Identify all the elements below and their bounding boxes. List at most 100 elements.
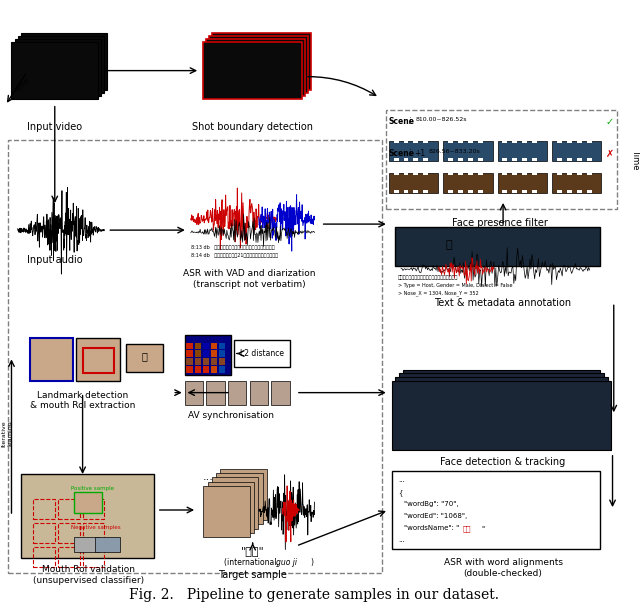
Bar: [207, 482, 254, 533]
Text: Mouth RoI validation
(unsupervised classifier): Mouth RoI validation (unsupervised class…: [33, 565, 145, 585]
Text: Face detection & tracking: Face detection & tracking: [440, 457, 566, 467]
Bar: [211, 366, 218, 373]
Text: ...: ...: [496, 214, 507, 224]
Bar: [423, 141, 428, 143]
Bar: [74, 492, 102, 513]
Bar: [399, 373, 604, 443]
Bar: [423, 191, 428, 193]
Bar: [184, 336, 231, 375]
Text: Face presence filter: Face presence filter: [452, 218, 548, 228]
Text: L2 distance: L2 distance: [240, 349, 284, 358]
Bar: [577, 141, 582, 143]
Text: "wordEd": "1068",: "wordEd": "1068",: [404, 513, 467, 519]
Bar: [186, 350, 193, 357]
Bar: [12, 42, 98, 99]
Bar: [195, 358, 202, 365]
Bar: [423, 158, 428, 161]
Bar: [567, 191, 572, 193]
Bar: [532, 141, 537, 143]
Bar: [404, 141, 408, 143]
Bar: [586, 141, 591, 143]
Bar: [522, 141, 527, 143]
Bar: [212, 33, 312, 90]
Bar: [448, 141, 453, 143]
Text: {: {: [398, 489, 403, 496]
Text: Input video: Input video: [28, 122, 83, 132]
Bar: [202, 350, 209, 357]
Bar: [83, 523, 104, 543]
Bar: [423, 173, 428, 175]
Bar: [502, 158, 508, 161]
Bar: [502, 173, 508, 175]
Bar: [413, 173, 419, 175]
Bar: [404, 158, 408, 161]
Bar: [15, 39, 101, 96]
Text: 👄: 👄: [141, 351, 147, 362]
Bar: [211, 358, 218, 365]
Text: ": ": [481, 525, 484, 531]
Bar: [557, 173, 562, 175]
Text: Input audio: Input audio: [27, 256, 83, 265]
Bar: [58, 499, 79, 519]
Bar: [404, 191, 408, 193]
Text: 8:14 db   丝绸之路经济带和21世纪海上丝绸之路沿线各国: 8:14 db 丝绸之路经济带和21世纪海上丝绸之路沿线各国: [191, 253, 278, 258]
Bar: [203, 42, 302, 99]
Bar: [195, 366, 202, 373]
Bar: [468, 191, 473, 193]
Bar: [497, 141, 547, 161]
Bar: [186, 366, 193, 373]
Text: ✓: ✓: [605, 117, 613, 127]
Bar: [557, 191, 562, 193]
Text: "wordsName": ": "wordsName": ": [404, 525, 460, 531]
Text: Fig. 2.   Pipeline to generate samples in our dataset.: Fig. 2. Pipeline to generate samples in …: [129, 588, 499, 602]
Bar: [271, 381, 290, 405]
Text: ...: ...: [398, 537, 404, 543]
Bar: [513, 158, 517, 161]
Bar: [458, 191, 463, 193]
Bar: [221, 469, 267, 520]
Bar: [513, 173, 517, 175]
Text: > Nose_X = 1304, Nose_Y = 352: > Nose_X = 1304, Nose_Y = 352: [398, 290, 479, 296]
Text: ...: ...: [203, 472, 214, 482]
Bar: [219, 350, 225, 357]
Bar: [567, 141, 572, 143]
Bar: [477, 141, 483, 143]
Bar: [477, 191, 483, 193]
Bar: [448, 158, 453, 161]
Bar: [477, 158, 483, 161]
Bar: [404, 173, 408, 175]
Text: 826.56~833.20s: 826.56~833.20s: [429, 149, 481, 154]
Bar: [211, 343, 218, 349]
Text: Iterative
learning: Iterative learning: [2, 420, 13, 447]
Bar: [195, 350, 202, 357]
Bar: [394, 191, 399, 193]
Bar: [392, 381, 611, 450]
Bar: [76, 339, 120, 381]
Bar: [443, 141, 493, 161]
Text: "wordBg": "70",: "wordBg": "70",: [404, 501, 459, 507]
Text: i: i: [409, 149, 412, 158]
Bar: [385, 110, 618, 209]
Bar: [186, 358, 193, 365]
Text: ): ): [310, 558, 313, 567]
Bar: [95, 537, 120, 552]
Bar: [577, 158, 582, 161]
Bar: [202, 366, 209, 373]
Bar: [448, 191, 453, 193]
Bar: [394, 158, 399, 161]
Bar: [206, 381, 225, 405]
Bar: [20, 474, 154, 558]
Bar: [396, 377, 607, 446]
Bar: [202, 343, 209, 349]
Bar: [458, 158, 463, 161]
Bar: [219, 366, 225, 373]
Text: Landmark detection
& mouth RoI extraction: Landmark detection & mouth RoI extractio…: [30, 391, 135, 410]
Bar: [228, 381, 246, 405]
Bar: [126, 345, 163, 371]
Bar: [83, 548, 104, 567]
Bar: [468, 141, 473, 143]
Bar: [522, 173, 527, 175]
Text: Time: Time: [631, 149, 640, 169]
Text: "国际": "国际": [241, 546, 264, 556]
Bar: [74, 537, 99, 552]
